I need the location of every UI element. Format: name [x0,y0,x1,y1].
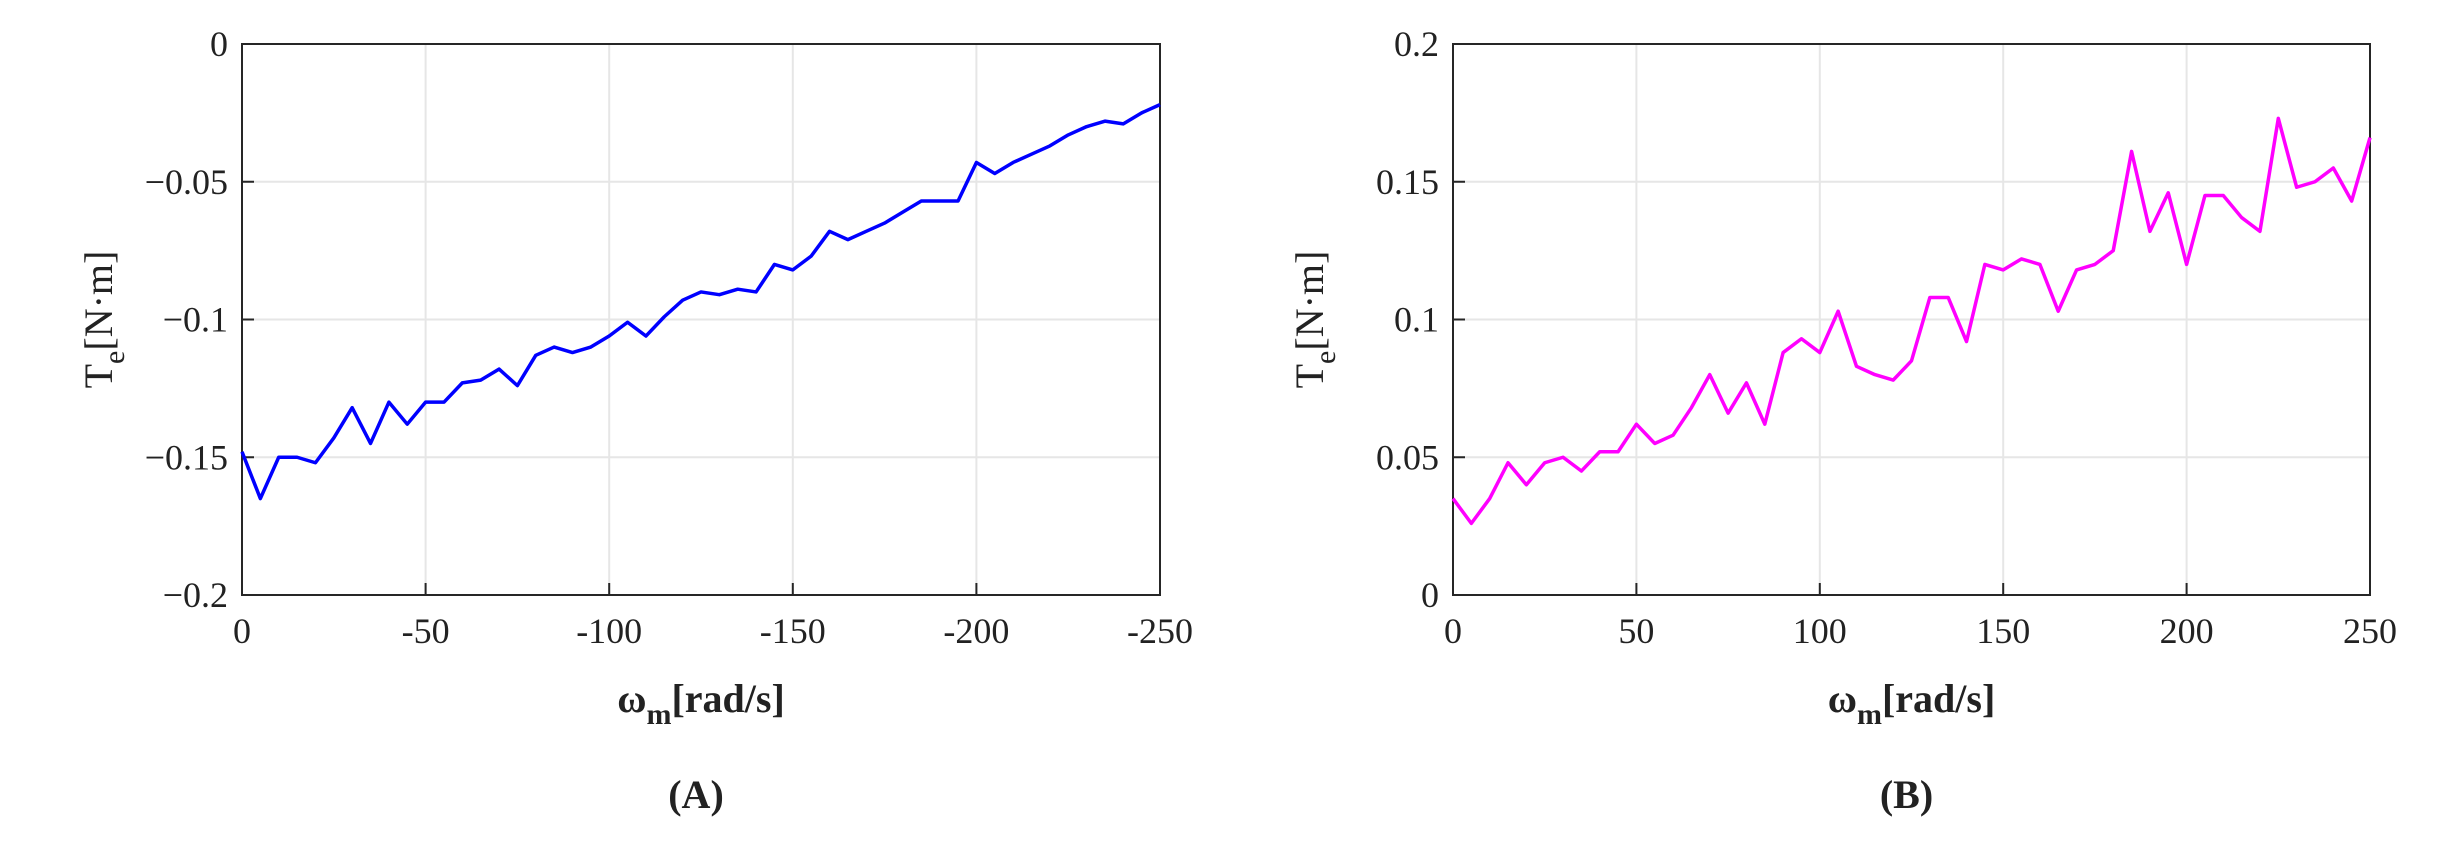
y-tick-label: −0.2 [163,575,228,615]
x-label-unit: [rad/s] [1882,676,1995,721]
y-axis-label: Te[N·m] [1287,251,1342,389]
x-tick-label: -150 [760,611,826,651]
x-axis-label: ωm[rad/s] [1828,676,1996,731]
plot-frame [1452,43,2371,596]
x-label-symbol: ω [1828,676,1857,721]
panel-label: (B) [1880,772,1933,817]
y-label-symbol: T [76,364,121,388]
data-line [1451,116,2372,526]
x-tick-label: 100 [1793,611,1847,651]
x-tick-label: -100 [576,611,642,651]
x-tick-label: 0 [1444,611,1462,651]
x-tick-label: -50 [402,611,450,651]
y-tick-label: −0.15 [145,437,228,477]
y-label-subscript: e [1309,351,1342,364]
y-label-unit: [N·m] [76,251,121,351]
chart-panel: 0 0.05 0.1 0.15 0.2 0 50 100 150 200 250 ωm[rad/s] T… [1287,24,2397,817]
y-tick-label: 0 [210,24,228,64]
x-tick-label: 200 [2160,611,2214,651]
y-label-subscript: e [98,351,131,364]
y-label-symbol: T [1287,364,1332,388]
y-label-unit: [N·m] [1287,251,1332,351]
x-tick-label: -250 [1127,611,1193,651]
x-label-subscript: m [1857,698,1882,731]
y-axis-label: Te[N·m] [76,251,131,389]
y-tick-label: 0 [1421,575,1439,615]
y-tick-label: −0.05 [145,162,228,202]
y-tick-label: 0.15 [1376,162,1439,202]
x-tick-label: 150 [1976,611,2030,651]
x-tick-label: 50 [1618,611,1654,651]
y-tick-label: 0.2 [1394,24,1439,64]
y-tick-label: −0.1 [163,300,228,340]
data-line [240,103,1161,501]
chart-panel: −0.2 −0.15 −0.1 −0.05 0 0 -50 -100 -150 -200 -250 ω… [76,24,1193,817]
x-label-symbol: ω [617,676,646,721]
panel-label: (A) [668,772,724,817]
x-tick-label: -200 [943,611,1009,651]
y-tick-label: 0.1 [1394,300,1439,340]
x-tick-label: 0 [233,611,251,651]
x-label-unit: [rad/s] [671,676,784,721]
x-tick-label: 250 [2343,611,2397,651]
y-tick-label: 0.05 [1376,437,1439,477]
x-label-subscript: m [646,698,671,731]
x-axis-label: ωm[rad/s] [617,676,785,731]
plot-frame [241,43,1161,596]
